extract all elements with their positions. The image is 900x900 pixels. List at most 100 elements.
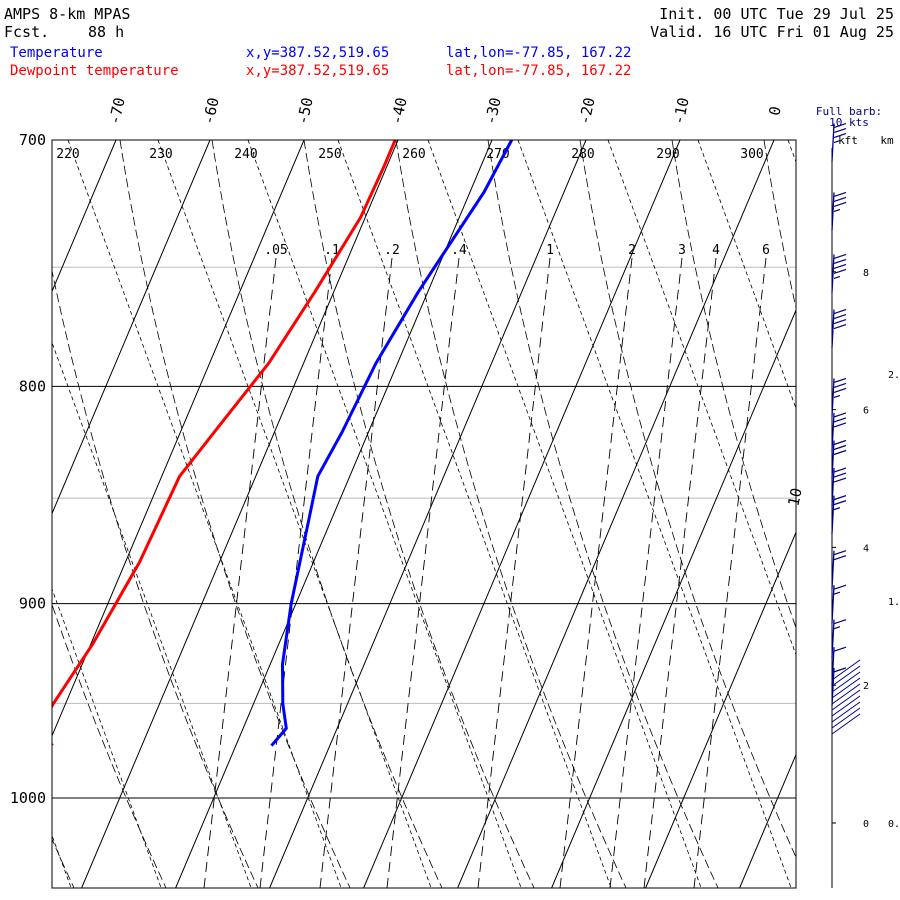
wind-barb-full bbox=[833, 495, 847, 501]
theta-label: 250 bbox=[318, 147, 341, 162]
grid-layer bbox=[52, 140, 900, 888]
labels-layer: -70 -60 -50 -40 -30 -20 -10 0 10 220 230 240 250 260 2… bbox=[10, 96, 806, 807]
km-tick-label: 0. bbox=[888, 819, 900, 830]
dry-adiabat-line bbox=[878, 140, 900, 888]
wind-barb-staff bbox=[831, 468, 835, 507]
moist-adiabat-line bbox=[671, 140, 796, 629]
wind-barb-full bbox=[833, 319, 847, 325]
km-tick-label: 2. bbox=[888, 370, 900, 381]
legend-temperature-xy: x,y=387.52,519.65 bbox=[246, 45, 389, 61]
isotherm-label: -70 bbox=[105, 96, 128, 126]
wind-barb-full bbox=[833, 412, 847, 418]
wind-barb-staff bbox=[831, 309, 835, 348]
isotherm-label: -50 bbox=[293, 96, 316, 126]
wind-barb-low bbox=[831, 665, 861, 687]
wind-barb-low bbox=[831, 671, 861, 693]
wind-barb-full bbox=[833, 472, 847, 478]
kft-tick-label: 0 bbox=[863, 819, 869, 830]
theta-label: 290 bbox=[656, 147, 679, 162]
isotherm-line bbox=[175, 140, 493, 888]
mixing-ratio-line bbox=[203, 257, 277, 888]
moist-adiabat-line bbox=[487, 140, 719, 888]
valid-time: Valid. 16 UTC Fri 01 Aug 25 bbox=[650, 23, 894, 41]
wind-barb-full bbox=[833, 500, 847, 506]
wind-barb-staff bbox=[831, 378, 835, 417]
wind-barb-full bbox=[833, 314, 847, 320]
kft-tick-label: 6 bbox=[863, 406, 869, 417]
isotherm-line bbox=[645, 531, 796, 888]
wind-barb-staff bbox=[831, 440, 835, 479]
wind-barb-full bbox=[833, 309, 847, 315]
wind-barb-half bbox=[833, 275, 841, 280]
wind-barb-half bbox=[833, 626, 841, 630]
wind-barb-low bbox=[831, 707, 861, 729]
isotherm-label: -30 bbox=[481, 96, 504, 126]
wind-barb-full bbox=[833, 667, 847, 673]
theta-label: 240 bbox=[234, 147, 257, 162]
dry-adiabat-line bbox=[787, 140, 796, 164]
isotherm-label: -20 bbox=[575, 96, 598, 126]
wind-barb-half bbox=[833, 139, 841, 144]
mixing-ratio-line bbox=[609, 257, 683, 888]
legend-temperature-name: Temperature bbox=[10, 45, 103, 61]
kft-axis-label: kft bbox=[838, 134, 858, 147]
model-title: AMPS 8-km MPAS bbox=[4, 5, 130, 23]
km-axis-label: km bbox=[880, 134, 894, 147]
kft-tick-label: 4 bbox=[863, 543, 869, 554]
wind-barb-low bbox=[831, 689, 861, 711]
pressure-tick-label: 1000 bbox=[10, 789, 46, 807]
mixing-ratio-label: 4 bbox=[712, 243, 720, 258]
wind-barb-staff bbox=[831, 412, 835, 451]
dry-adiabat-line bbox=[52, 341, 252, 888]
wind-barb-full bbox=[833, 196, 847, 203]
wind-barb-full bbox=[833, 201, 847, 208]
isotherm-line bbox=[269, 140, 587, 888]
km-tick-label: 1. bbox=[888, 597, 900, 608]
moist-adiabat-line bbox=[52, 268, 259, 888]
pressure-tick-label: 900 bbox=[19, 595, 46, 613]
wind-barb-full bbox=[833, 377, 847, 384]
moist-adiabat-line bbox=[856, 140, 900, 888]
wind-barb-half bbox=[833, 208, 841, 213]
wind-barb-low bbox=[831, 677, 861, 699]
forecast-hours: 88 h bbox=[88, 23, 124, 41]
wind-barb-full bbox=[833, 550, 847, 556]
wind-profile: 8 6 4 2 0 2. 1. 0. bbox=[831, 122, 900, 888]
wind-barb-staff bbox=[831, 550, 835, 589]
mixing-ratio-label: 1 bbox=[546, 243, 554, 258]
wind-barb-full bbox=[833, 258, 847, 265]
wind-barb-full bbox=[833, 268, 847, 275]
wind-barb-full bbox=[833, 191, 847, 198]
wind-barb-half bbox=[833, 394, 841, 399]
wind-barb-full bbox=[833, 253, 847, 260]
theta-label: 280 bbox=[571, 147, 594, 162]
wind-barb-full bbox=[833, 467, 847, 473]
moist-adiabat-line bbox=[395, 140, 627, 888]
wind-barb-full bbox=[833, 619, 847, 625]
theta-label: 300 bbox=[740, 147, 763, 162]
isotherm-label: -40 bbox=[387, 96, 410, 126]
mixing-ratio-line bbox=[693, 257, 767, 888]
isotherm-line bbox=[457, 140, 775, 888]
wind-barb-full bbox=[833, 324, 847, 330]
dry-adiabat-line bbox=[697, 140, 796, 410]
wind-barb-full bbox=[833, 127, 847, 134]
wind-barb-low bbox=[831, 713, 861, 735]
legend-temperature-latlon: lat,lon=-77.85, 167.22 bbox=[446, 45, 631, 61]
dry-adiabat-line bbox=[337, 140, 612, 888]
kft-tick-label: 2 bbox=[863, 681, 869, 692]
dry-adiabat-line bbox=[427, 140, 702, 888]
dry-adiabat-line bbox=[67, 140, 342, 888]
isotherm-line bbox=[52, 140, 305, 738]
isotherm-label: 0 bbox=[765, 105, 784, 118]
barb-legend-line1: Full barb: bbox=[816, 105, 882, 118]
isotherm-line bbox=[834, 140, 900, 888]
wind-barb-staff bbox=[831, 647, 835, 686]
isotherm-line bbox=[551, 308, 796, 888]
dry-adiabat-line bbox=[52, 587, 162, 888]
theta-label: 220 bbox=[56, 147, 79, 162]
wind-barb-half bbox=[833, 507, 841, 511]
theta-label: 230 bbox=[149, 147, 172, 162]
wind-barb-low bbox=[831, 683, 861, 705]
temperature-line bbox=[270, 140, 514, 747]
